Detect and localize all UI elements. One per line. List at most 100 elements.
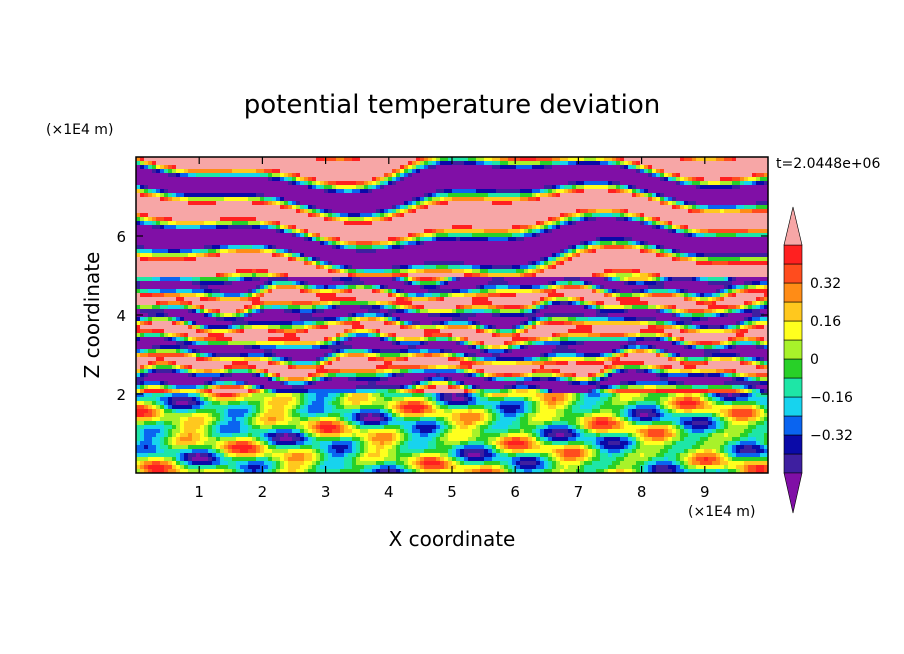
field-cell — [328, 341, 332, 345]
field-cell — [240, 313, 244, 317]
field-cell — [472, 433, 480, 437]
field-cell — [580, 381, 588, 385]
field-cell — [368, 349, 372, 353]
field-cell — [576, 341, 584, 345]
field-cell — [556, 413, 564, 417]
field-cell — [184, 297, 200, 301]
field-cell — [316, 469, 340, 473]
field-cell — [428, 445, 436, 449]
field-cell — [136, 177, 268, 181]
field-cell — [220, 437, 236, 441]
field-cell — [648, 277, 652, 281]
field-cell — [760, 445, 764, 449]
field-cell — [364, 445, 368, 449]
field-cell — [604, 293, 608, 297]
field-cell — [272, 201, 276, 205]
field-cell — [376, 301, 380, 305]
field-cell — [676, 177, 680, 181]
field-cell — [560, 341, 576, 345]
field-cell — [540, 229, 544, 233]
field-cell — [272, 349, 332, 353]
field-cell — [576, 437, 596, 441]
field-cell — [400, 413, 404, 417]
x-axis-unit: (×1E4 m) — [688, 504, 755, 520]
field-cell — [572, 409, 592, 413]
field-cell — [624, 209, 628, 213]
field-cell — [436, 385, 448, 389]
field-cell — [212, 353, 216, 357]
field-cell — [144, 221, 152, 225]
field-cell — [564, 261, 696, 265]
field-cell — [540, 305, 544, 309]
field-cell — [668, 289, 676, 293]
field-cell — [656, 353, 660, 357]
field-cell — [264, 445, 268, 449]
field-cell — [620, 397, 632, 401]
field-cell — [148, 469, 152, 473]
field-cell — [552, 225, 556, 229]
field-cell — [252, 417, 256, 421]
field-cell — [164, 425, 172, 429]
field-cell — [596, 237, 600, 241]
field-cell — [636, 213, 640, 217]
field-cell — [624, 217, 628, 221]
field-cell — [576, 349, 612, 353]
field-cell — [348, 317, 352, 321]
field-cell — [384, 425, 400, 429]
field-cell — [172, 193, 176, 197]
field-cell — [540, 397, 544, 401]
field-cell — [696, 205, 700, 209]
field-cell — [700, 325, 708, 329]
field-cell — [636, 333, 640, 337]
field-cell — [236, 465, 240, 469]
field-cell — [372, 221, 536, 225]
field-cell — [492, 329, 496, 333]
field-cell — [496, 409, 500, 413]
colorbar-bin — [783, 415, 803, 436]
field-cell — [764, 445, 768, 449]
field-cell — [724, 421, 728, 425]
field-cell — [248, 441, 252, 445]
field-cell — [596, 309, 600, 313]
field-cell — [332, 341, 336, 345]
field-cell — [604, 273, 608, 277]
field-cell — [716, 449, 720, 453]
field-cell — [332, 401, 340, 405]
field-cell — [220, 377, 268, 381]
field-cell — [764, 417, 768, 421]
field-cell — [508, 341, 512, 345]
field-cell — [240, 293, 244, 297]
field-cell — [144, 189, 148, 193]
field-cell — [232, 457, 256, 461]
field-cell — [144, 437, 152, 441]
field-cell — [740, 181, 744, 185]
field-cell — [756, 425, 768, 429]
field-cell — [424, 353, 432, 357]
field-cell — [600, 445, 604, 449]
field-cell — [252, 345, 260, 349]
field-cell — [676, 225, 680, 229]
field-cell — [380, 337, 384, 341]
field-cell — [560, 469, 564, 473]
field-cell — [140, 321, 144, 325]
field-cell — [324, 401, 328, 405]
field-cell — [216, 249, 220, 253]
field-cell — [756, 373, 768, 377]
field-cell — [144, 445, 148, 449]
field-cell — [388, 181, 392, 185]
field-cell — [184, 193, 256, 197]
field-cell — [168, 337, 172, 341]
field-cell — [336, 181, 356, 185]
field-cell — [324, 285, 328, 289]
field-cell — [416, 309, 420, 313]
field-cell — [660, 173, 664, 177]
field-cell — [712, 429, 716, 433]
field-cell — [492, 469, 500, 473]
field-cell — [276, 433, 284, 437]
field-cell — [468, 393, 472, 397]
field-cell — [268, 201, 272, 205]
field-cell — [272, 457, 280, 461]
field-cell — [144, 389, 164, 393]
field-cell — [668, 305, 672, 309]
field-cell — [300, 173, 384, 177]
